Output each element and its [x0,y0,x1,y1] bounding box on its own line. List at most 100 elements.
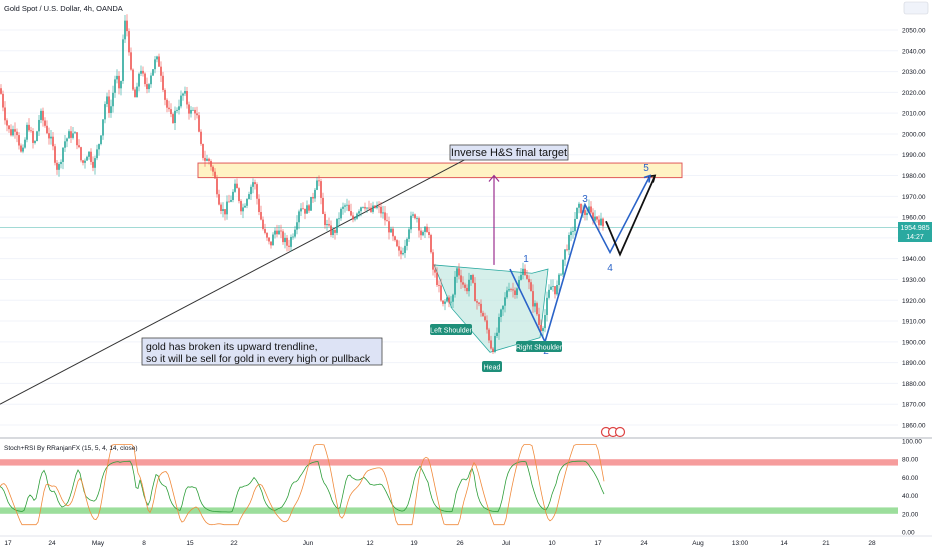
candle-body [84,160,86,163]
broken-trendline [0,145,491,405]
price-tick-label: 1970.00 [902,194,926,201]
candle-body [322,197,324,214]
candle-body [486,320,488,330]
analysis-note-line-1: gold has broken its upward trendline, [146,341,318,353]
candle-body [188,104,190,114]
candle-body [500,309,502,318]
candle-body [510,289,512,290]
candle-body [264,228,266,233]
candle-body [592,212,594,221]
candle-body [462,282,464,285]
candle-body [158,56,160,67]
wave-label-3: 3 [582,194,588,205]
candle-body [82,160,84,163]
candle-body [294,229,296,237]
candle-body [418,218,420,231]
candle-body [10,129,12,136]
candle-body [254,182,256,185]
candle-body [566,249,568,251]
indicator-axis: 100.00 80.00 60.00 40.00 20.00 0.00 [902,439,922,537]
candle-body [208,158,210,162]
price-tick-label: 1880.00 [902,381,926,388]
candle-body [570,231,572,235]
candle-body [330,225,332,236]
wave-arrow-head [643,174,651,183]
candle-body [94,158,96,168]
candle-body [252,182,254,187]
candle-body [92,161,94,168]
candle-body [354,218,356,220]
candle-body [388,221,390,233]
candle-body [166,99,168,108]
analysis-note-line-2: so it will be sell for gold in every hig… [146,353,371,365]
candle-body [90,151,92,162]
candle-body [580,203,582,213]
candle-body [434,269,436,273]
candle-body [402,253,404,255]
candle-body [60,161,62,165]
stoch-d-line [0,444,605,526]
candle-body [256,184,258,199]
price-tick-label: 2050.00 [902,28,926,35]
oversold-band [0,507,898,514]
axis-settings-button[interactable] [903,1,929,15]
candle-body [62,147,64,162]
candle-body [540,324,542,332]
candle-body [250,186,252,195]
candle-body [280,230,282,232]
candle-body [530,282,532,292]
candle-body [224,209,226,215]
candle-body [380,206,382,214]
candle-body [248,194,250,199]
time-tick-label: May [92,540,105,547]
chart-title: Gold Spot / U.S. Dollar, 4h, OANDA [4,4,123,13]
candle-body [240,201,242,212]
time-tick-label: 17 [4,540,12,547]
time-tick-label: 17 [594,540,602,547]
candle-body [262,219,264,229]
candle-body [28,124,30,131]
candle-body [320,181,322,198]
candle-body [212,166,214,172]
target-label-box: Inverse H&S final target [449,144,569,161]
candle-body [66,138,68,142]
candle-body [436,272,438,286]
candle-body [502,305,504,310]
right-shoulder-badge: Right Shoulder [516,341,563,352]
candle-body [572,231,574,232]
candle-body [334,229,336,233]
price-pane-background [0,0,898,438]
candle-body [30,130,32,132]
candle-body [514,290,516,295]
left-shoulder-label: Left Shoulder [430,328,472,335]
time-tick-label: 19 [410,540,418,547]
candle-body [318,180,320,182]
candle-body [214,171,216,179]
candle-body [362,206,364,208]
candle-body [132,69,134,90]
candle-body [372,205,374,212]
candle-body [210,161,212,167]
candle-body [68,131,70,139]
projection-path [605,175,656,257]
candle-body [508,289,510,291]
analysis-note-box: gold has broken its upward trendline, so… [141,337,383,366]
time-tick-label: 10 [548,540,556,547]
candle-body [542,328,544,332]
candle-body [140,70,142,74]
candle-body [106,96,108,105]
candle-body [520,274,522,280]
candle-body [456,268,458,277]
right-shoulder-label: Right Shoulder [516,345,563,352]
candle-body [4,107,6,121]
flag-icons [600,426,626,438]
candle-body [496,332,498,337]
candle-body [564,249,566,260]
candle-body [390,228,392,233]
target-arrow-head [488,174,500,182]
candle-body [306,205,308,214]
candle-body [494,336,496,352]
candle-body [54,146,56,163]
candle-body [482,312,484,317]
candle-body [488,329,490,341]
